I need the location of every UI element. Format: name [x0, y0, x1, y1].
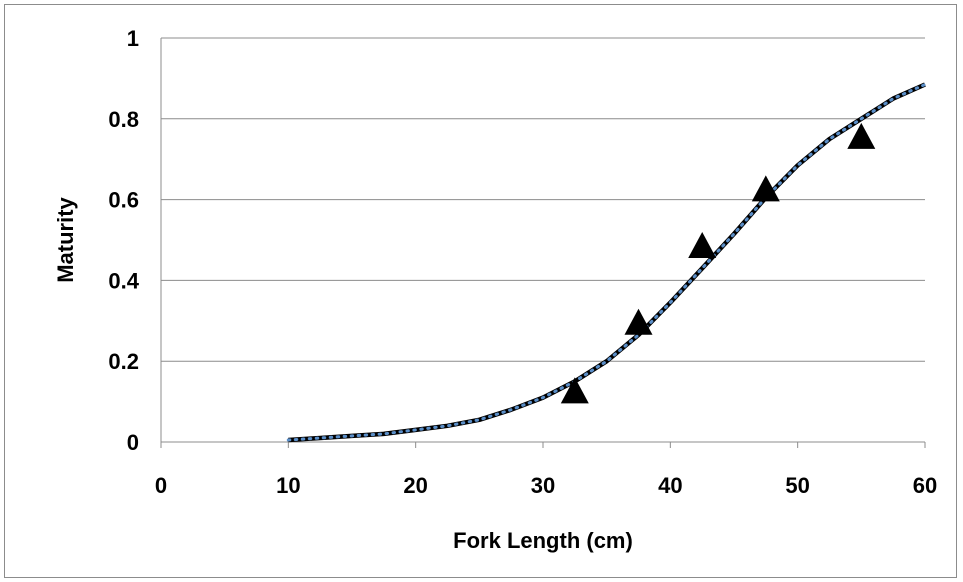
y-tick-label: 0.4 — [108, 268, 139, 293]
y-tick-label: 0 — [127, 430, 139, 455]
observed-points — [560, 122, 876, 404]
y-tick-label: 1 — [127, 26, 139, 51]
observed-point-triangle — [624, 308, 653, 335]
fitted-curves — [286, 82, 927, 443]
observed-point-triangle — [751, 175, 780, 202]
x-tick-label: 50 — [785, 473, 809, 498]
x-tick-label: 40 — [658, 473, 682, 498]
x-tick-labels: 0 10 20 30 40 50 60 — [155, 473, 937, 498]
model-curve-solid — [288, 82, 926, 443]
observed-point-triangle — [847, 122, 876, 149]
x-axis-title: Fork Length (cm) — [453, 528, 633, 553]
y-axis-title: Maturity — [53, 196, 78, 282]
x-tick-label: 60 — [913, 473, 937, 498]
y-tick-label: 0.2 — [108, 349, 139, 374]
y-tick-labels: 0 0.2 0.4 0.6 0.8 1 — [108, 26, 139, 455]
y-tick-label: 0.8 — [108, 107, 139, 132]
observed-point-triangle — [688, 232, 717, 258]
observed-point-triangle — [560, 377, 589, 404]
model-curve-dotted — [286, 83, 927, 442]
x-tick-label: 30 — [531, 473, 555, 498]
axes — [160, 38, 926, 448]
x-tick-label: 10 — [276, 473, 300, 498]
gridlines — [161, 37, 925, 443]
y-tick-label: 0.6 — [108, 188, 139, 213]
x-tick-label: 0 — [155, 473, 167, 498]
x-tick-label: 20 — [403, 473, 427, 498]
chart-frame — [4, 4, 957, 578]
